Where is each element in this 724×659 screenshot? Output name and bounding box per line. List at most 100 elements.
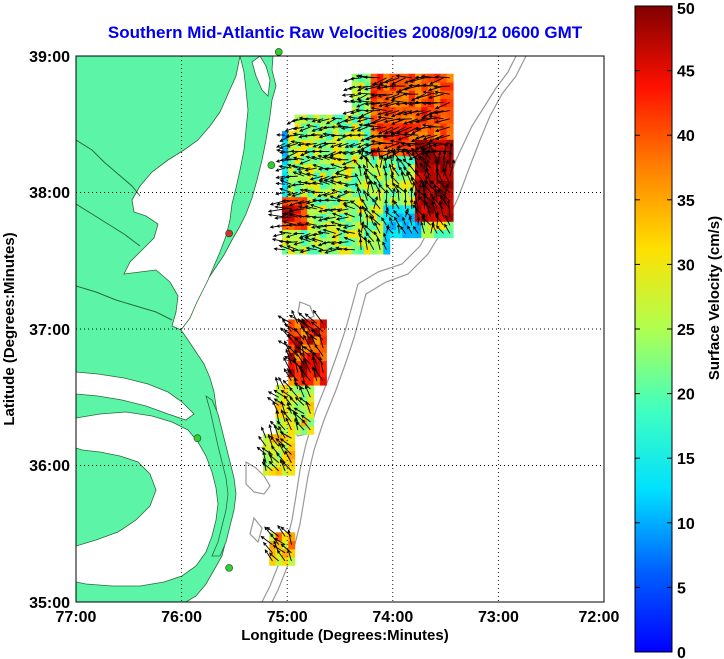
velocity-cell	[307, 155, 315, 165]
velocity-vector	[398, 134, 412, 141]
velocity-cell	[351, 196, 359, 206]
velocity-cell	[440, 147, 448, 157]
velocity-cell	[351, 122, 359, 132]
velocity-cell	[421, 131, 429, 140]
velocity-cell	[402, 229, 410, 239]
velocity-vector	[396, 75, 412, 79]
velocity-vector-head	[403, 187, 408, 192]
velocity-vector	[397, 142, 412, 148]
velocity-vector	[364, 76, 381, 79]
velocity-vector-head	[310, 321, 315, 326]
velocity-vector-head	[298, 116, 303, 120]
velocity-cell	[351, 212, 359, 222]
velocity-vector	[285, 241, 298, 244]
velocity-vector	[305, 385, 311, 398]
velocity-vector-head	[261, 461, 266, 466]
velocity-vector-head	[301, 318, 305, 323]
velocity-vector	[292, 165, 305, 169]
velocity-vector-head	[331, 188, 336, 193]
velocity-cell	[357, 188, 365, 198]
velocity-vector	[365, 168, 375, 177]
velocity-vector	[355, 183, 362, 193]
velocity-vector-head	[404, 80, 409, 84]
velocity-vector-head	[303, 188, 308, 192]
velocity-vector	[278, 377, 286, 390]
velocity-cell	[370, 81, 378, 91]
velocity-vector-head	[342, 201, 347, 205]
velocity-vector	[364, 208, 375, 218]
velocity-vector-head	[415, 119, 420, 124]
velocity-cell	[408, 155, 416, 165]
radar-station-marker	[225, 229, 233, 238]
velocity-cell	[281, 540, 289, 550]
velocity-vector-head	[264, 526, 268, 531]
velocity-vector-head	[434, 120, 439, 124]
velocity-cell	[446, 122, 454, 132]
velocity-cell	[288, 188, 296, 198]
velocity-vector-head	[324, 167, 329, 171]
velocity-cell	[326, 147, 334, 157]
velocity-cell	[332, 212, 340, 222]
velocity-vector	[323, 224, 336, 227]
velocity-vector-head	[282, 318, 286, 323]
velocity-vector	[384, 142, 400, 149]
velocity-vector-head	[384, 96, 389, 100]
velocity-cell	[307, 237, 315, 247]
velocity-vector-head	[386, 226, 390, 230]
velocity-cell	[395, 188, 403, 198]
velocity-vector-head	[357, 228, 362, 233]
velocity-vector-head	[438, 151, 442, 156]
velocity-vector	[358, 85, 374, 88]
velocity-cell	[427, 114, 435, 124]
velocity-cell	[351, 188, 359, 198]
velocity-vector	[291, 310, 299, 324]
velocity-vector-head	[428, 114, 433, 119]
velocity-vector-head	[305, 201, 310, 205]
velocity-cell	[408, 131, 416, 140]
velocity-vector-head	[422, 136, 427, 141]
velocity-cell	[338, 229, 346, 239]
velocity-cell	[351, 245, 359, 255]
velocity-vector-head	[282, 220, 287, 224]
velocity-cell	[288, 163, 296, 173]
velocity-vector	[294, 350, 305, 365]
velocity-vector-head	[312, 164, 317, 168]
velocity-vector	[389, 217, 394, 226]
velocity-cell	[440, 221, 448, 230]
velocity-vector-head	[383, 232, 387, 237]
velocity-vector-head	[305, 246, 310, 251]
velocity-vector-head	[402, 216, 406, 221]
velocity-vector	[329, 208, 343, 211]
velocity-vector	[443, 184, 449, 201]
velocity-vector-head	[331, 116, 336, 121]
velocity-cell	[376, 81, 384, 91]
velocity-vector-head	[375, 163, 379, 168]
velocity-vector	[357, 126, 368, 132]
velocity-cell	[351, 180, 359, 190]
velocity-vector	[274, 248, 286, 251]
velocity-vector	[391, 126, 406, 135]
velocity-vector-head	[262, 458, 266, 463]
velocity-cell	[357, 98, 365, 108]
velocity-vector	[279, 244, 292, 251]
velocity-vector-head	[412, 225, 417, 230]
velocity-cell	[281, 139, 289, 149]
figure-title: Southern Mid-Atlantic Raw Velocities 200…	[108, 23, 583, 42]
velocity-vector	[298, 181, 311, 185]
velocity-vector	[344, 204, 355, 210]
velocity-cell	[338, 139, 346, 149]
velocity-vector-head	[312, 181, 317, 185]
velocity-cell	[294, 401, 302, 411]
velocity-vector-head	[293, 382, 298, 386]
velocity-cell	[364, 188, 372, 198]
velocity-vector	[305, 222, 317, 226]
velocity-cell	[395, 131, 403, 140]
velocity-vector	[369, 181, 375, 193]
velocity-cell	[446, 114, 454, 124]
velocity-vector-head	[342, 111, 347, 115]
velocity-vector	[358, 165, 362, 177]
velocity-vector-head	[285, 134, 290, 138]
velocity-cell	[307, 188, 315, 198]
velocity-vector	[398, 166, 406, 177]
velocity-cell	[319, 319, 327, 329]
